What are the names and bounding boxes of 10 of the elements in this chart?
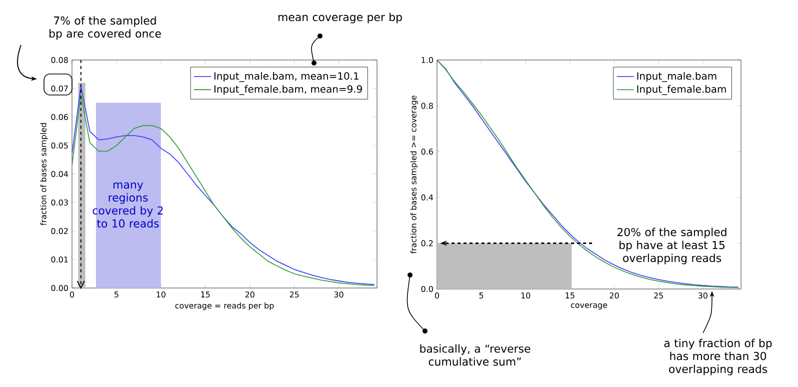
text: mean coverage per bp bbox=[278, 12, 402, 24]
legend-label: Input_male.bam, mean=10.1 bbox=[214, 72, 358, 82]
legend-label: Input_female.bam bbox=[637, 85, 726, 96]
text: 7% of the sampled bp are covered once bbox=[50, 16, 161, 40]
legend-label: Input_male.bam bbox=[637, 72, 716, 82]
text: basically, a “reverse cumulative sum” bbox=[420, 344, 530, 366]
annotation: 20% of the sampled bp have at least 15 overlapping reads bbox=[617, 228, 726, 264]
legend-label: Input_female.bam, mean=9.9 bbox=[214, 85, 362, 95]
text: a tiny fraction of bp has more than 30 overlapping reads bbox=[664, 338, 772, 376]
annotation: many regions covered by 2 to 10 reads bbox=[92, 182, 163, 228]
